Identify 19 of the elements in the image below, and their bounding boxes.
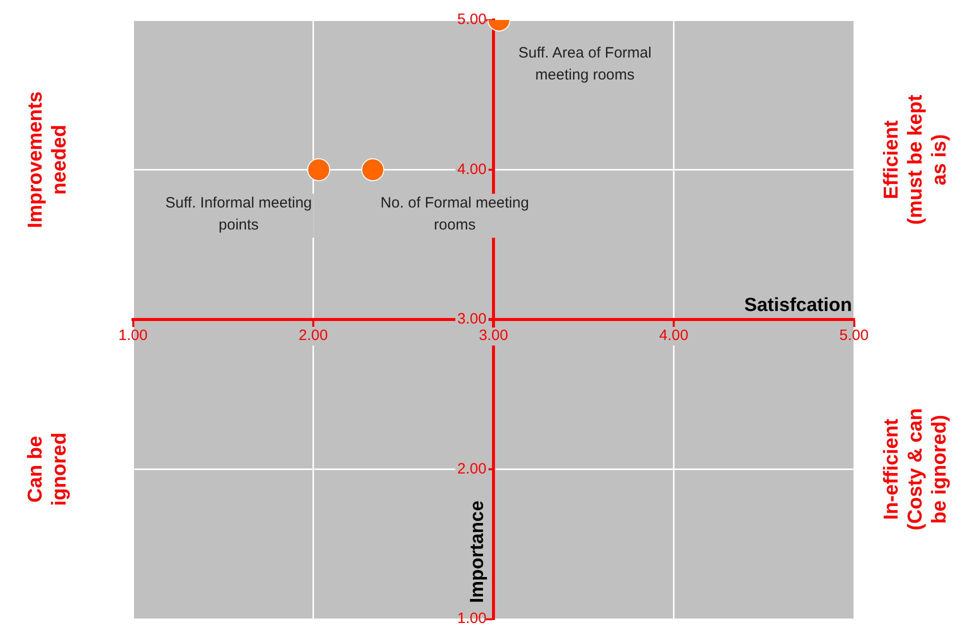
annotation: Suff. Informal meeting points (165, 194, 312, 234)
y-tick-label: 2.00 (457, 460, 486, 478)
y-axis-title: Importance (467, 500, 488, 603)
y-tick-label: 4.00 (457, 160, 486, 178)
y-tick-label: 1.00 (457, 610, 486, 628)
text: In-efficient (Costy & can be ignored) (880, 408, 951, 530)
annotation: Suff. Area of Formal meeting rooms (518, 44, 652, 84)
x-tick-label: 1.00 (118, 327, 148, 344)
y-tick-label: 5.00 (457, 11, 486, 28)
annotation: No. of Formal meeting rooms (380, 194, 529, 234)
x-tick-label: 3.00 (478, 327, 508, 344)
y-tick-label: 3.00 (457, 310, 486, 328)
x-axis-title: Satisfcation (744, 295, 852, 316)
text: Can be ignored (24, 432, 71, 506)
text: Efficient (must be kept as is) (880, 94, 951, 225)
x-tick-label: 5.00 (839, 327, 869, 344)
text: Improvements needed (24, 91, 71, 228)
x-tick-label: 2.00 (298, 327, 328, 344)
x-tick-label: 4.00 (659, 327, 688, 344)
